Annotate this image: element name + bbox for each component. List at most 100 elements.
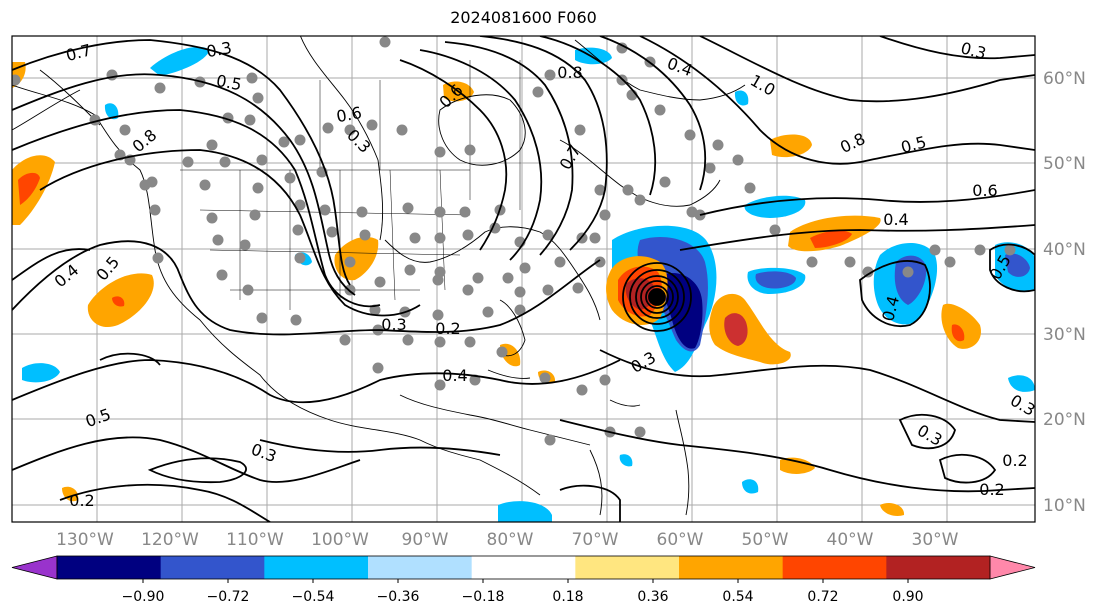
station-dot (294, 252, 306, 264)
colorbar-segment (782, 556, 887, 579)
station-dot (402, 202, 414, 214)
station-dot (472, 272, 484, 284)
station-dot (344, 256, 356, 268)
negative-anomaly-blob (150, 46, 210, 76)
station-dot (482, 306, 494, 318)
longitude-labels: 130°W 120°W 110°W 100°W 90°W 80°W 70°W 60°W 50°W… (56, 530, 959, 550)
station-dot (634, 194, 646, 206)
contour-label: 0.6 (972, 181, 997, 200)
state-borders (180, 60, 521, 310)
colorbar-extension-right (989, 555, 1036, 580)
station-dot (544, 434, 556, 446)
positive-anomaly-blob (709, 293, 791, 365)
station-dot (502, 272, 514, 284)
station-dot (434, 336, 446, 348)
lon-tick-label: 40°W (827, 530, 874, 550)
negative-anomaly-blob (22, 363, 60, 383)
station-dot (359, 229, 371, 241)
station-dot (599, 374, 611, 386)
station-dot (242, 284, 254, 296)
station-dot (944, 256, 956, 268)
negative-anomaly-blob (1005, 253, 1030, 277)
storm-contours (622, 262, 692, 332)
colorbar-tick-label: 0.90 (892, 589, 923, 605)
station-dot (902, 266, 914, 278)
station-dot (249, 209, 261, 221)
colorbar-tick-label: −0.36 (377, 589, 420, 605)
negative-anomaly-blob (104, 103, 119, 120)
colorbar-tick-label: −0.54 (292, 589, 335, 605)
station-dot (594, 256, 606, 268)
station-dot (284, 172, 296, 184)
negative-anomaly-blob (744, 195, 806, 218)
station-dot (292, 224, 304, 236)
station-dot (574, 124, 586, 136)
station-dot (206, 212, 218, 224)
station-dot (244, 114, 256, 126)
station-dot (149, 204, 161, 216)
station-dot (542, 229, 554, 241)
station-dot (154, 82, 166, 94)
station-dot (539, 372, 551, 384)
station-dot (326, 226, 338, 238)
positive-anomaly-blob (112, 296, 125, 307)
station-dot (469, 374, 481, 386)
station-dot (206, 139, 218, 151)
lon-tick-label: 80°W (487, 530, 534, 550)
station-dot (199, 179, 211, 191)
station-dot (339, 334, 351, 346)
station-dot (152, 252, 164, 264)
station-dot (862, 266, 874, 278)
positive-anomaly-blob (770, 134, 812, 158)
contour-label: 0.2 (1002, 451, 1027, 470)
station-dot (806, 256, 818, 268)
station-dot (554, 256, 566, 268)
colorbar-tick-label: −0.90 (122, 589, 165, 605)
station-dot (344, 124, 356, 136)
station-dot (239, 239, 251, 251)
colorbar-segment (575, 556, 680, 579)
station-dot (356, 206, 368, 218)
station-dot (544, 69, 556, 81)
station-dot (589, 232, 601, 244)
station-dot (514, 286, 526, 298)
lon-tick-label: 50°W (742, 530, 789, 550)
lon-tick-label: 90°W (402, 530, 449, 550)
chart-title: 2024081600 F060 (450, 8, 597, 27)
graticule (12, 36, 1035, 522)
negative-anomaly-blob (894, 255, 927, 305)
station-dot (219, 156, 231, 168)
station-dot (252, 182, 264, 194)
contour-label: 0.5 (215, 71, 243, 94)
station-dot (654, 104, 666, 116)
station-dot (294, 134, 306, 146)
contour-label: 0.6 (335, 103, 363, 126)
lat-tick-label: 50°N (1043, 154, 1086, 174)
station-dot (374, 276, 386, 288)
station-dot (732, 154, 744, 166)
station-dot (119, 124, 131, 136)
station-dot (704, 162, 716, 174)
lon-tick-label: 30°W (912, 530, 959, 550)
positive-anomaly-blob (941, 303, 981, 349)
station-dot (844, 256, 856, 268)
negative-anomaly-blob (742, 479, 759, 494)
lon-tick-label: 110°W (226, 530, 284, 550)
station-dot (319, 204, 331, 216)
colorbar-segment (886, 556, 991, 579)
negative-anomaly-blob (498, 501, 552, 522)
colorbar-tick-label: 0.36 (637, 589, 668, 605)
station-dot (462, 229, 474, 241)
station-dot (252, 92, 264, 104)
station-dot (278, 136, 290, 148)
station-dot (434, 146, 446, 158)
colorbar-segment (679, 556, 784, 579)
lat-tick-label: 30°N (1043, 325, 1086, 345)
station-dot (256, 312, 268, 324)
station-dot (464, 336, 476, 348)
colorbar-segment (471, 556, 576, 579)
colorbar: −0.90 −0.72 −0.54 −0.36 −0.18 0.18 0.36 0.54 0.7… (11, 555, 1036, 605)
station-dot (369, 304, 381, 316)
negative-anomaly-blob (619, 454, 633, 467)
